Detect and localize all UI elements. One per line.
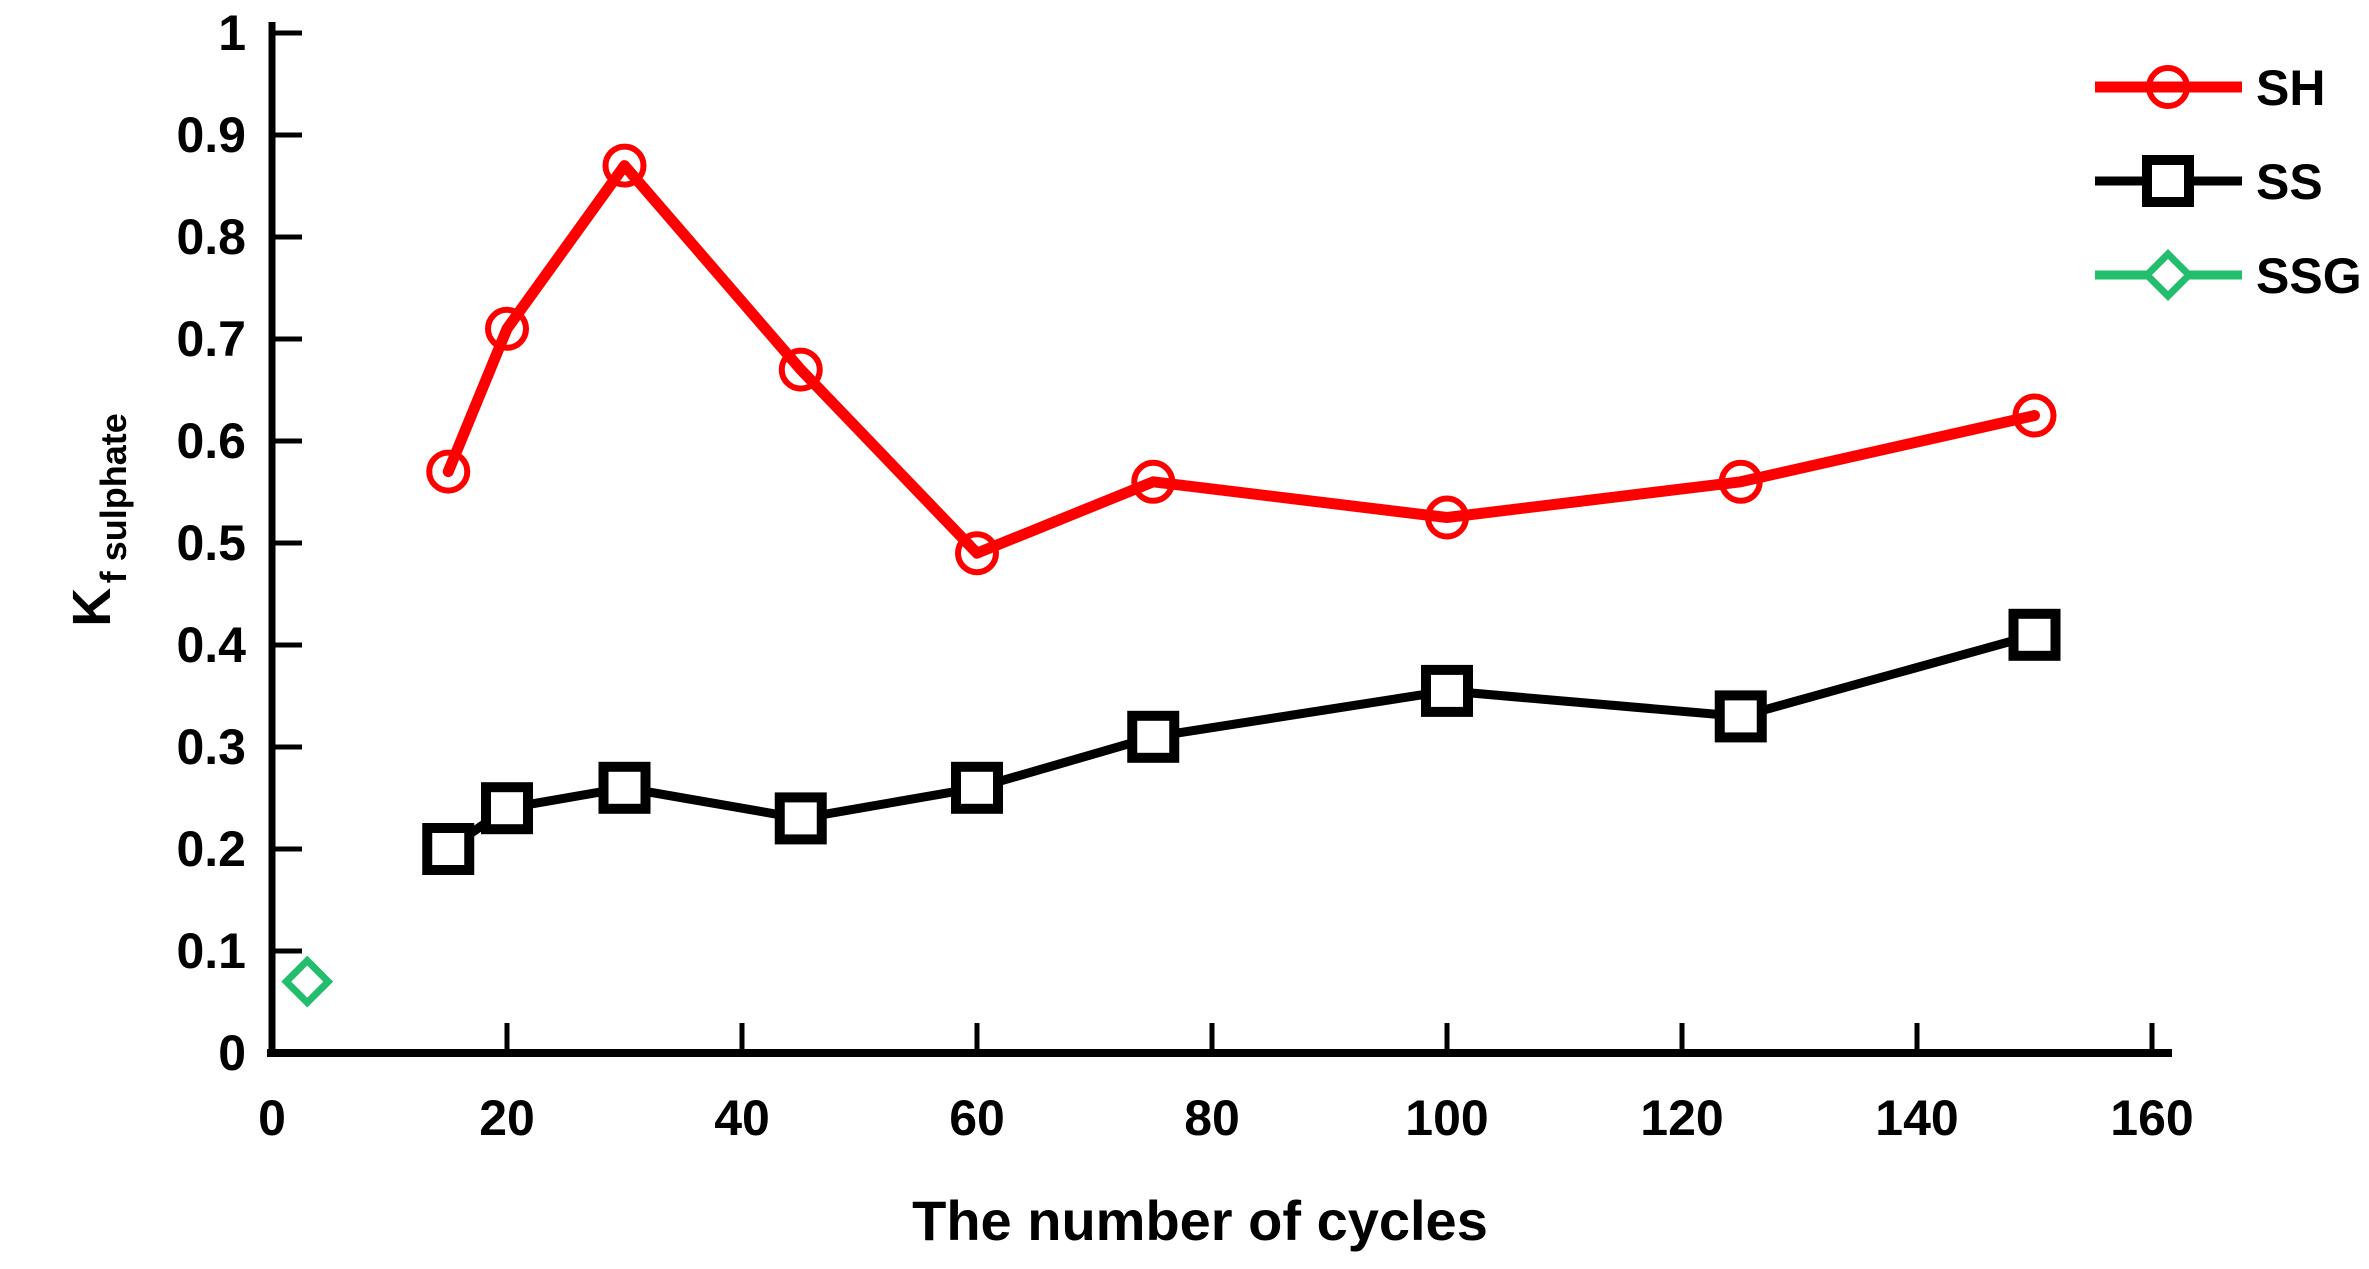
circle-marker (602, 143, 647, 188)
diamond-marker (2142, 249, 2194, 301)
square-marker (1127, 710, 1180, 763)
circle-marker (2012, 393, 2057, 438)
x-tick-label: 100 (1405, 1090, 1488, 1146)
square-marker (2008, 608, 2061, 661)
square-marker (951, 761, 1003, 814)
series-line (443, 630, 2039, 854)
legend-item-label: SS (2256, 154, 2323, 210)
x-tick-label: 20 (479, 1090, 535, 1146)
y-axis-title: K f sulphate (62, 413, 134, 626)
series-SS (422, 608, 2061, 875)
y-tick-label: 0.6 (176, 413, 246, 469)
legend-item-label: SSG (2256, 248, 2362, 304)
y-tick-label: 0.3 (176, 719, 246, 775)
legend-item-label: SH (2256, 60, 2325, 116)
y-tick-label: 0.8 (176, 209, 246, 265)
y-tick-label: 1 (218, 5, 246, 61)
circle-marker (955, 531, 999, 576)
y-tick-label: 0 (218, 1025, 246, 1081)
square-marker (598, 761, 651, 814)
circle-marker (485, 306, 529, 351)
y-tick-label: 0.7 (176, 311, 246, 367)
series-SSG (281, 955, 334, 1008)
circle-marker (1718, 459, 1763, 504)
legend: SH SS SSG (2095, 60, 2362, 304)
square-marker (1421, 664, 1473, 717)
square-marker (2142, 155, 2194, 207)
circle-marker (1131, 459, 1176, 504)
square-marker (481, 782, 533, 835)
series-line (442, 160, 2040, 559)
x-tick-label: 0 (258, 1090, 286, 1146)
x-tick-label: 40 (714, 1090, 770, 1146)
x-tick-label: 140 (1875, 1090, 1958, 1146)
y-tick-label: 0.5 (176, 515, 246, 571)
plot-area: 0 0.1 0.2 0.3 0.4 0.5 0.6 0.7 0.8 0.9 1 0 20 40 60 80 10… (176, 5, 2361, 1146)
legend-item: SH (2095, 60, 2325, 116)
x-axis-title: The number of cycles (912, 1189, 1488, 1252)
y-tick-label: 0.4 (176, 617, 246, 673)
legend-item: SS (2095, 154, 2323, 210)
circle-marker (778, 347, 823, 392)
x-tick-label: 60 (949, 1090, 1005, 1146)
square-marker (774, 792, 827, 845)
y-tick-label: 0.1 (176, 923, 246, 979)
square-marker (1714, 690, 1767, 743)
circle-marker (1425, 495, 1469, 540)
circle-marker (426, 449, 471, 494)
x-tick-label: 120 (1640, 1090, 1723, 1146)
series-SH (426, 143, 2057, 576)
x-tick-label: 80 (1184, 1090, 1240, 1146)
y-axis-title-subscript: f sulphate (93, 413, 134, 583)
circle-marker (2146, 65, 2190, 109)
y-tick-label: 0.2 (176, 821, 246, 877)
x-tick-label: 160 (2110, 1090, 2193, 1146)
y-tick-label: 0.9 (176, 107, 246, 163)
diamond-marker (281, 955, 334, 1008)
square-marker (422, 823, 475, 875)
y-axis-title-base: K (62, 588, 122, 627)
legend-item: SSG (2095, 248, 2362, 304)
